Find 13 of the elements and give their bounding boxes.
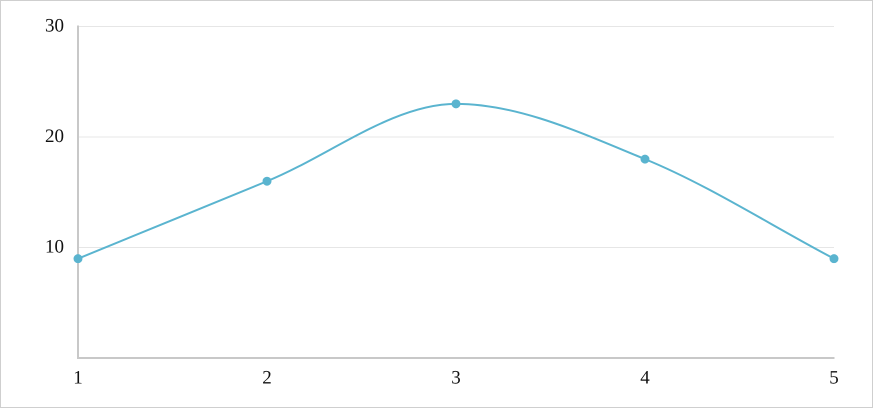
x-tick-label: 3 (451, 368, 461, 389)
x-tick-label: 2 (262, 368, 272, 389)
x-tick-label: 4 (640, 368, 650, 389)
x-tick-label: 5 (829, 368, 839, 389)
point (452, 99, 460, 108)
x-tick-label: 1 (73, 368, 83, 389)
point (74, 254, 82, 264)
point (640, 154, 650, 164)
point (262, 176, 272, 186)
y-tick-label: 20 (45, 126, 64, 147)
y-tick-label: 10 (45, 236, 64, 258)
point (830, 254, 838, 264)
y-tick-label: 30 (45, 15, 64, 36)
